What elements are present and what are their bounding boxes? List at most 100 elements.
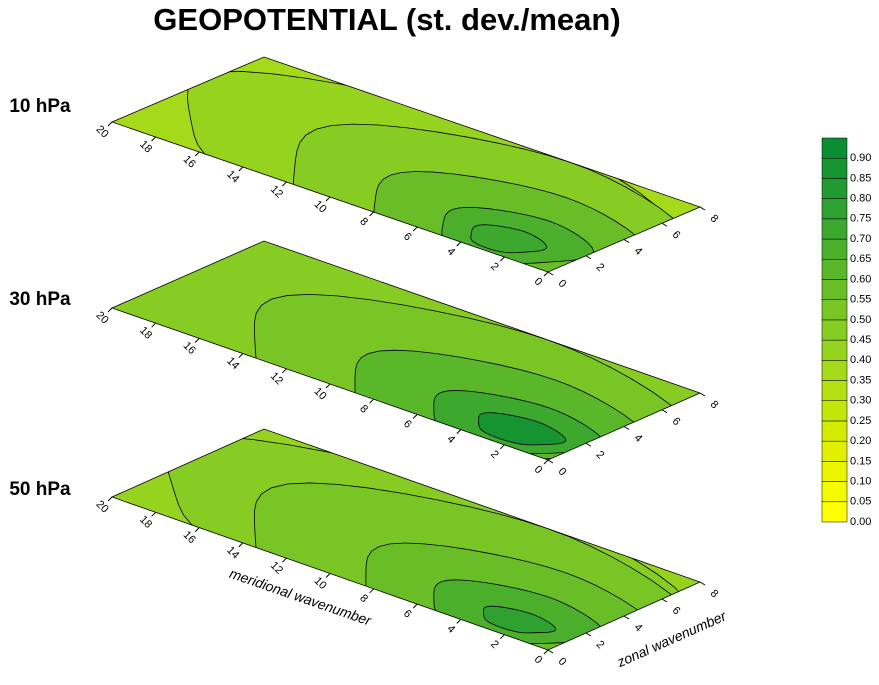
- x-tick-label: 8: [357, 403, 370, 416]
- colorbar-label: 0.80: [850, 193, 871, 205]
- y-tick: [585, 632, 592, 637]
- y-tick-label: 4: [632, 622, 645, 635]
- colorbar-box: [821, 461, 848, 482]
- x-tick: [325, 573, 331, 578]
- colorbar-label: 0.50: [850, 314, 871, 326]
- colorbar-label: 0.70: [850, 233, 871, 245]
- y-axis-title: zonal wavenumber: [614, 607, 730, 670]
- y-tick-label: 4: [632, 432, 645, 445]
- colorbar-label: 0.20: [850, 435, 871, 447]
- x-tick-label: 4: [444, 433, 457, 446]
- x-tick-label: 2: [488, 261, 501, 274]
- x-tick: [282, 181, 287, 187]
- colorbar-box: [821, 178, 848, 199]
- colorbar-label: 0.00: [850, 516, 871, 528]
- y-tick-label: 2: [594, 639, 607, 652]
- y-tick: [661, 409, 668, 414]
- colorbar-box: [821, 299, 848, 321]
- x-tick: [369, 398, 374, 404]
- x-tick: [151, 322, 156, 328]
- y-tick-label: 6: [670, 229, 683, 242]
- colorbar-label: 0.15: [850, 455, 871, 467]
- x-tick-label: 0: [532, 276, 545, 289]
- colorbar-box: [821, 400, 848, 422]
- x-tick: [151, 511, 156, 517]
- x-tick: [456, 241, 462, 247]
- y-tick: [547, 649, 554, 654]
- x-tick: [543, 649, 549, 655]
- y-tick: [661, 222, 668, 227]
- x-tick: [412, 226, 418, 232]
- colorbar-box: [821, 319, 848, 341]
- colorbar-box: [821, 380, 848, 401]
- contour-region: [478, 412, 567, 446]
- colorbar-label: 0.30: [850, 395, 871, 407]
- y-tick: [699, 581, 706, 586]
- x-tick: [543, 459, 549, 465]
- x-tick: [107, 496, 113, 502]
- colorbar-label: 0.85: [850, 172, 871, 184]
- colorbar-box: [821, 198, 848, 220]
- colorbar-label: 0.60: [850, 273, 871, 285]
- x-tick-label: 2: [488, 638, 501, 651]
- y-tick-label: 6: [670, 605, 683, 618]
- y-tick: [699, 206, 706, 211]
- colorbar-box: [821, 501, 848, 523]
- contour-region: [470, 224, 548, 254]
- x-tick-label: 2: [488, 448, 501, 461]
- x-tick: [412, 603, 418, 609]
- panel-outline: [110, 240, 702, 461]
- colorbar-label: 0.10: [850, 475, 871, 487]
- x-tick: [151, 136, 156, 142]
- y-tick-label: 4: [632, 245, 645, 258]
- x-tick-label: 6: [401, 418, 414, 431]
- x-tick: [500, 634, 505, 640]
- chart-title: GEOPOTENTIAL (st. dev./mean): [153, 2, 620, 37]
- y-tick: [585, 442, 592, 447]
- colorbar-label: 0.65: [850, 253, 871, 265]
- x-tick: [456, 619, 462, 624]
- x-tick: [543, 271, 549, 277]
- x-tick: [238, 542, 244, 548]
- colorbar-box: [821, 440, 848, 462]
- x-tick-label: 8: [357, 592, 370, 605]
- x-tick-label: 8: [357, 216, 370, 229]
- x-tick-label: 0: [532, 464, 545, 477]
- colorbar-box: [821, 218, 848, 240]
- x-tick: [325, 383, 331, 389]
- panel-outline: [110, 56, 702, 273]
- y-tick: [623, 239, 630, 243]
- colorbar-label: 0.05: [850, 496, 871, 508]
- x-tick-label: 6: [401, 608, 414, 621]
- colorbar-box: [821, 360, 848, 381]
- y-tick-label: 8: [708, 213, 721, 226]
- y-tick-label: 2: [594, 449, 607, 462]
- x-tick-label: 4: [444, 623, 457, 636]
- colorbar-box: [821, 157, 848, 179]
- colorbar-box: [821, 339, 848, 361]
- y-tick: [699, 392, 706, 397]
- x-tick: [369, 588, 374, 594]
- colorbar-box: [821, 481, 848, 503]
- x-tick: [412, 414, 418, 419]
- x-tick: [500, 444, 505, 450]
- colorbar-label: 0.25: [850, 415, 871, 427]
- x-tick: [282, 557, 287, 563]
- colorbar-label: 0.35: [850, 374, 871, 386]
- y-tick-label: 0: [556, 466, 569, 479]
- panel-outline: [110, 428, 702, 651]
- x-tick: [369, 211, 374, 217]
- colorbar-label: 0.45: [850, 334, 871, 346]
- x-tick: [194, 151, 200, 157]
- x-tick: [325, 196, 331, 202]
- y-tick-label: 0: [556, 278, 569, 291]
- x-tick-label: 4: [444, 246, 457, 259]
- x-tick: [282, 368, 287, 374]
- panel: [112, 429, 700, 650]
- panel-label: 30 hPa: [9, 289, 71, 310]
- colorbar-label: 0.55: [850, 294, 871, 306]
- x-tick: [238, 166, 244, 172]
- colorbar-label: 0.90: [850, 152, 871, 164]
- y-tick: [623, 615, 630, 620]
